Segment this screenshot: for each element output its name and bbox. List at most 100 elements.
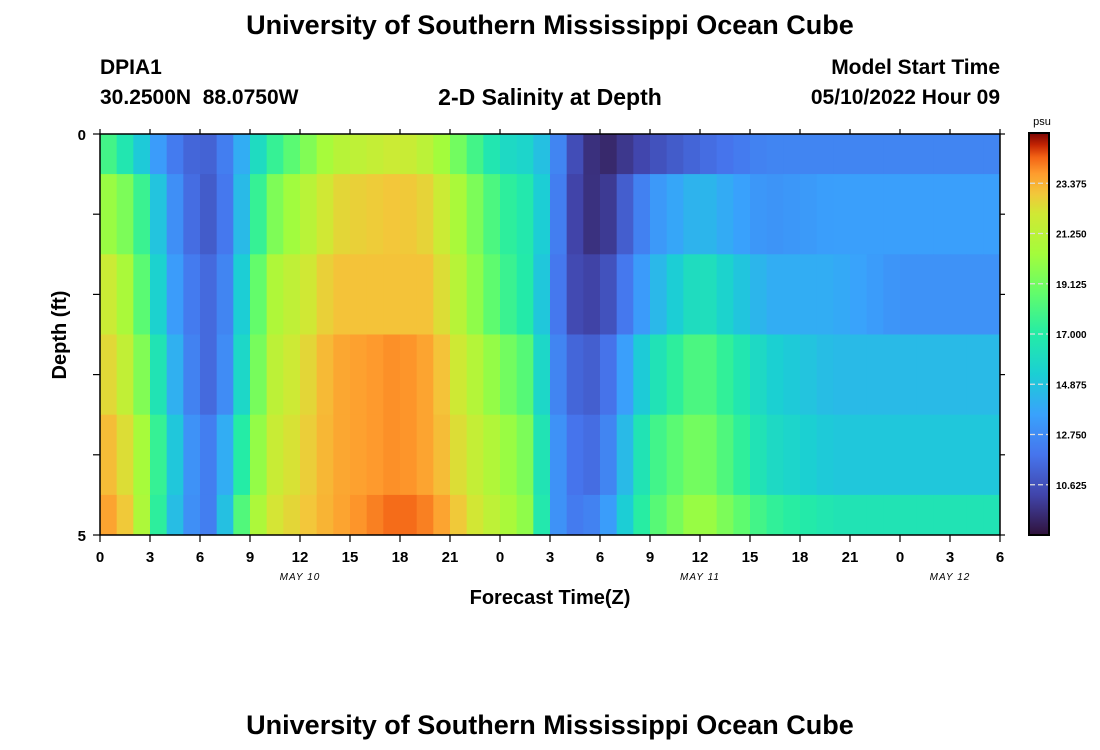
heatmap-cell [800, 414, 818, 496]
heatmap-cell [983, 174, 1001, 255]
heatmap-cell [650, 334, 668, 416]
heatmap-cell [866, 494, 884, 536]
x-tick-label: 0 [496, 549, 504, 566]
heatmap-cell [233, 494, 251, 536]
heatmap-cell [900, 494, 918, 536]
heatmap-cell [516, 414, 534, 496]
heatmap-cell [650, 414, 668, 496]
heatmap-cell [550, 174, 568, 255]
heatmap-cell [416, 174, 434, 255]
heatmap-cell [533, 414, 551, 496]
heatmap-cell [650, 174, 668, 255]
heatmap-cell [733, 174, 751, 255]
heatmap-cell [816, 414, 834, 496]
heatmap-cell [933, 174, 951, 255]
heatmap-cell [733, 414, 751, 496]
heatmap-cell [600, 334, 618, 416]
heatmap-cell [150, 174, 168, 255]
heatmap-cell [383, 494, 401, 536]
heatmap-cell [516, 254, 534, 335]
heatmap-cell [766, 494, 784, 536]
heatmap-cell [550, 494, 568, 536]
heatmap-cell [966, 494, 984, 536]
heatmap-cell [450, 414, 468, 496]
heatmap-cell [533, 254, 551, 335]
heatmap-cell [933, 334, 951, 416]
y-tick-label: 0 [78, 127, 86, 144]
heatmap-cell [333, 174, 351, 255]
heatmap-cell [850, 414, 868, 496]
heatmap-cell [600, 134, 618, 175]
heatmap-cell [566, 494, 584, 536]
heatmap-cell [500, 414, 518, 496]
heatmap-cell [150, 494, 168, 536]
colorbar: psu 23.375 21.250 19.125 17.000 14.875 12.750… [1028, 116, 1087, 536]
heatmap-cell [100, 414, 118, 496]
heatmap-cell [750, 334, 768, 416]
heatmap-cell [633, 494, 651, 536]
heatmap-cell [783, 134, 801, 175]
heatmap-cell [116, 134, 134, 175]
heatmap-cell [800, 334, 818, 416]
heatmap-cell [250, 494, 268, 536]
heatmap-cell [266, 254, 284, 335]
heatmap-cell [500, 254, 518, 335]
heatmap-cell [933, 414, 951, 496]
heatmap-cell [750, 494, 768, 536]
heatmap-cell [383, 254, 401, 335]
colorbar-unit: psu [1033, 116, 1051, 128]
heatmap-cell [700, 414, 718, 496]
heatmap-cell [700, 334, 718, 416]
x-tick-label: 9 [646, 549, 654, 566]
heatmap-cell [583, 134, 601, 175]
heatmap-cell [166, 254, 184, 335]
heatmap-cell [350, 494, 368, 536]
heatmap-cell [716, 254, 734, 335]
heatmap-cell [666, 134, 684, 175]
model-start-value: 05/10/2022 Hour 09 [810, 86, 1000, 109]
heatmap-cell [916, 334, 934, 416]
heatmap-cell [933, 494, 951, 536]
heatmap-cell [700, 494, 718, 536]
heatmap-cell [783, 334, 801, 416]
heatmap-cell [133, 494, 151, 536]
heatmap-cell [666, 174, 684, 255]
x-tick-label: 0 [896, 549, 904, 566]
heatmap-cell [400, 414, 418, 496]
heatmap-cell [516, 494, 534, 536]
heatmap-cell [133, 174, 151, 255]
heatmap-cell [150, 334, 168, 416]
heatmap-cell [600, 174, 618, 255]
heatmap-cell [316, 174, 334, 255]
heatmap-cell [750, 254, 768, 335]
x-tick-label: 3 [146, 549, 154, 566]
heatmap-cell [200, 254, 218, 335]
heatmap-cell [283, 174, 301, 255]
heatmap-cell [150, 414, 168, 496]
heatmap-cell [100, 494, 118, 536]
heatmap-cell [516, 174, 534, 255]
heatmap-cell [433, 494, 451, 536]
heatmap-cell [750, 174, 768, 255]
heatmap-cell [250, 254, 268, 335]
heatmap-cell [750, 134, 768, 175]
heatmap-cell [783, 254, 801, 335]
heatmap-cell [900, 334, 918, 416]
heatmap-cell [550, 254, 568, 335]
heatmap-cell [600, 494, 618, 536]
heatmap-cell [550, 414, 568, 496]
heatmap-cell [733, 134, 751, 175]
heatmap-cell [300, 254, 318, 335]
colorbar-tick-label: 14.875 [1056, 380, 1087, 391]
heatmap-cell [816, 174, 834, 255]
salinity-heatmap-chart: 0 3 6 9 12 15 18 21 0 3 6 9 12 15 18 21 0 3 6 MAY 10 MAY 11 M… [49, 116, 1087, 609]
heatmap-cell [683, 334, 701, 416]
heatmap-cell [733, 334, 751, 416]
heatmap-cell [216, 174, 234, 255]
heatmap-cell [950, 334, 968, 416]
heatmap-cell [183, 254, 201, 335]
heatmap-cell [916, 254, 934, 335]
heatmap-cell [700, 254, 718, 335]
heatmap-cell [183, 334, 201, 416]
heatmap-cell [416, 414, 434, 496]
